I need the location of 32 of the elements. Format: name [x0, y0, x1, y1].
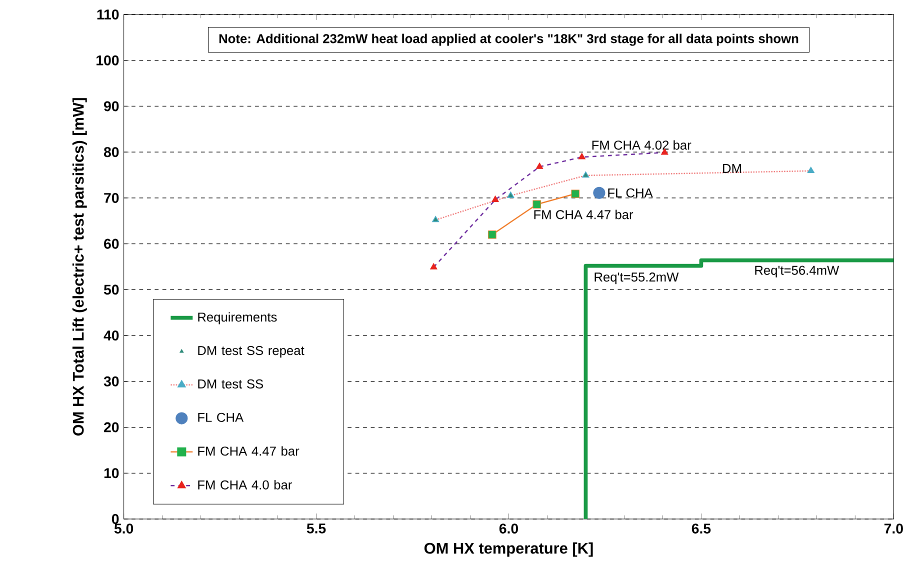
x-tick-label: 6.5: [692, 523, 711, 534]
legend-label: FM CHA 4.47 bar: [198, 446, 300, 456]
x-tick-label: 5.5: [306, 523, 326, 534]
legend-label: DM test SS repeat: [198, 346, 304, 358]
y-tick-label: 70: [104, 192, 119, 203]
x-tick-label: 6.0: [499, 523, 518, 534]
legend-label: FM CHA 4.0 bar: [198, 480, 292, 490]
y-tick-label: 30: [104, 376, 119, 386]
y-tick-label: 100: [96, 55, 119, 66]
y-tick-label: 80: [104, 146, 119, 157]
y-tick-label: 40: [104, 330, 119, 340]
y-tick-label: 60: [104, 238, 119, 249]
x-tick-label: 5.0: [114, 523, 134, 534]
annotation: DM: [723, 164, 741, 173]
x-axis-title: OM HX temperature [K]: [424, 542, 593, 557]
annotation: Req't=55.2mW: [594, 272, 679, 284]
legend-label: FL CHA: [198, 412, 244, 422]
annotation: FM CHA 4.02 bar: [592, 140, 692, 150]
x-tick-label: 7.0: [884, 523, 903, 534]
y-tick-label: 50: [104, 284, 119, 294]
legend-label: DM test SS: [198, 379, 264, 388]
y-tick-label: 20: [104, 422, 119, 432]
annotation: Note: Additional 232mW heat load applied at cooler's "18K" 3rd stage for all data points shown: [219, 34, 798, 46]
annotation: FL CHA: [608, 188, 653, 198]
annotation: FM CHA 4.47 bar: [534, 210, 634, 219]
legend-label: Requirements: [198, 312, 277, 324]
y-tick-label: 10: [104, 468, 119, 478]
y-tick-label: 110: [97, 9, 119, 20]
y-axis-title: OM HX Total Lift (electric+ test parsitics) [mW]: [72, 98, 87, 436]
annotation: Req't=56.4mW: [755, 266, 840, 278]
y-tick-label: 0: [112, 514, 119, 524]
y-tick-label: 90: [104, 100, 119, 111]
